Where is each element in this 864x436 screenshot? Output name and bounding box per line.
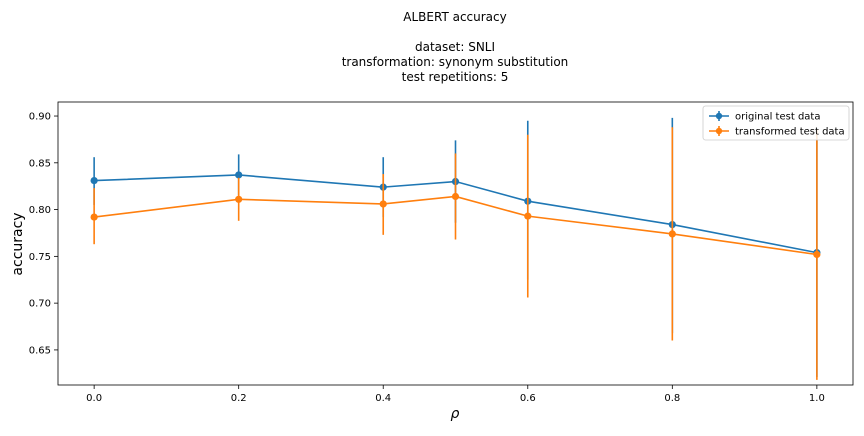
data-point — [90, 176, 98, 185]
title-line: ALBERT accuracy — [403, 10, 506, 24]
data-point — [90, 213, 98, 221]
y-axis-label: accuracy — [10, 212, 26, 275]
y-tick-label: 0.90 — [29, 112, 51, 123]
legend-marker — [715, 127, 723, 135]
data-point — [379, 200, 387, 208]
series-layer — [90, 117, 821, 380]
title-line: dataset: SNLI — [415, 40, 495, 54]
title-line: test repetitions: 5 — [402, 70, 509, 84]
x-tick-label: 0.6 — [520, 393, 536, 404]
data-point — [524, 212, 532, 220]
legend-marker — [715, 112, 723, 120]
x-axis-label: ρ — [451, 406, 460, 422]
x-tick-label: 0.8 — [664, 393, 680, 404]
legend-item: transformed test data — [709, 126, 845, 138]
x-tick-label: 0.2 — [231, 393, 247, 404]
x-axis: 0.0 0.2 0.4 0.6 0.8 1.0 — [86, 385, 825, 404]
y-tick-label: 0.80 — [29, 205, 51, 216]
title-line: transformation: synonym substitution — [342, 55, 569, 69]
plot-area — [57, 101, 854, 386]
data-point — [235, 195, 243, 203]
legend-box — [702, 105, 850, 141]
y-tick-label: 0.85 — [29, 158, 51, 169]
data-point — [813, 250, 821, 259]
y-tick-label: 0.70 — [29, 299, 51, 310]
series-transformed — [90, 127, 821, 380]
x-tick-label: 1.0 — [809, 393, 825, 404]
legend-item: original test data — [709, 111, 820, 123]
y-tick-label: 0.65 — [29, 345, 51, 356]
x-tick-label: 0.0 — [86, 393, 102, 404]
legend-label: transformed test data — [735, 127, 845, 138]
legend: original test data transformed test data — [702, 105, 850, 141]
data-point — [451, 192, 460, 201]
y-axis: 0.65 0.70 0.75 0.80 0.85 0.90 — [29, 112, 58, 356]
data-point — [668, 230, 676, 238]
x-tick-label: 0.4 — [375, 393, 391, 404]
y-tick-label: 0.75 — [29, 252, 51, 263]
chart-title: ALBERT accuracy dataset: SNLItransformati… — [342, 10, 569, 84]
data-point — [235, 171, 243, 179]
legend-label: original test data — [735, 112, 820, 123]
